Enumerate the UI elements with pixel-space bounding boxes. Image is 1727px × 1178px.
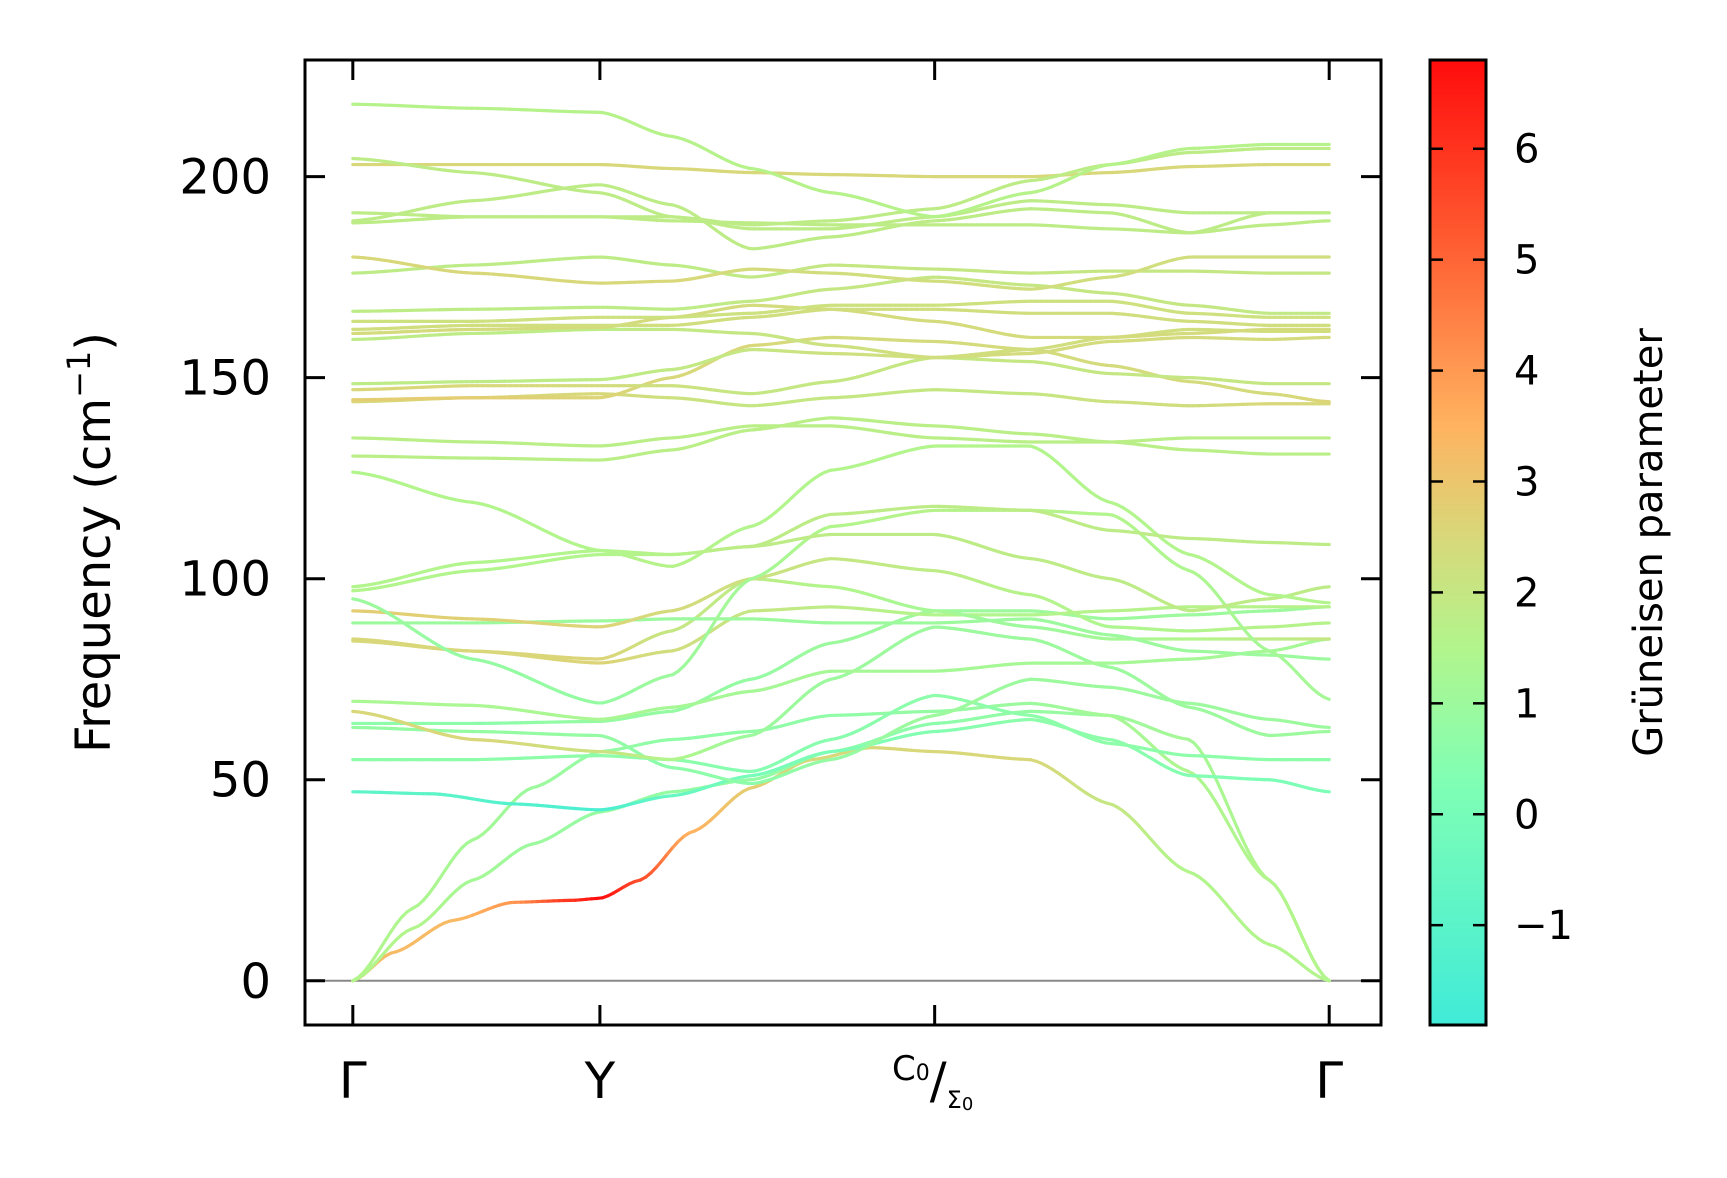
band-segment xyxy=(1322,695,1331,701)
band-optic-147 xyxy=(351,356,1331,396)
band-segment xyxy=(1235,825,1245,841)
band-segment xyxy=(432,876,442,889)
band-acoustic-3 xyxy=(351,701,1331,983)
band-segment xyxy=(1240,846,1250,859)
band-segment xyxy=(1322,974,1331,983)
band-segment xyxy=(1295,922,1304,939)
band-segment xyxy=(372,947,382,960)
band-segment xyxy=(1213,775,1223,792)
band-segment xyxy=(1246,848,1255,863)
band-optic-63 xyxy=(351,677,1331,786)
band-segment xyxy=(1284,900,1293,915)
band-optic-85 xyxy=(351,577,1331,661)
band-segment xyxy=(1219,787,1228,804)
band-segment xyxy=(1289,911,1299,927)
band-segment xyxy=(383,930,393,942)
band-segment xyxy=(1229,827,1239,841)
band-segment xyxy=(1224,800,1234,817)
band-optic-135 xyxy=(351,424,1331,448)
band-segment xyxy=(443,860,453,872)
band-segment xyxy=(1251,858,1261,871)
band-segment xyxy=(1305,946,1315,961)
band-segment xyxy=(1322,585,1331,589)
band-segment xyxy=(438,868,447,881)
band-optic-55 xyxy=(351,693,1331,774)
band-optic-64 xyxy=(351,605,1331,726)
band-optic-69 xyxy=(351,637,1331,721)
band-segment xyxy=(1208,790,1217,803)
band-segment xyxy=(1300,935,1310,951)
band-optic-126 xyxy=(351,470,1331,557)
band-segment xyxy=(378,938,387,951)
band-acoustic-1 xyxy=(351,746,1331,983)
band-segment xyxy=(1213,799,1223,812)
band-segment xyxy=(1235,837,1245,851)
band-segment xyxy=(1240,837,1250,853)
band-segment xyxy=(1202,755,1212,769)
band-segment xyxy=(1322,789,1331,794)
band-segment xyxy=(1311,957,1320,971)
band-segment xyxy=(1278,890,1288,904)
band-segment xyxy=(1219,808,1228,822)
band-segment xyxy=(1229,812,1239,829)
band-optic-97 xyxy=(351,532,1331,613)
band-lines xyxy=(305,102,1381,983)
band-segment xyxy=(1224,818,1234,832)
